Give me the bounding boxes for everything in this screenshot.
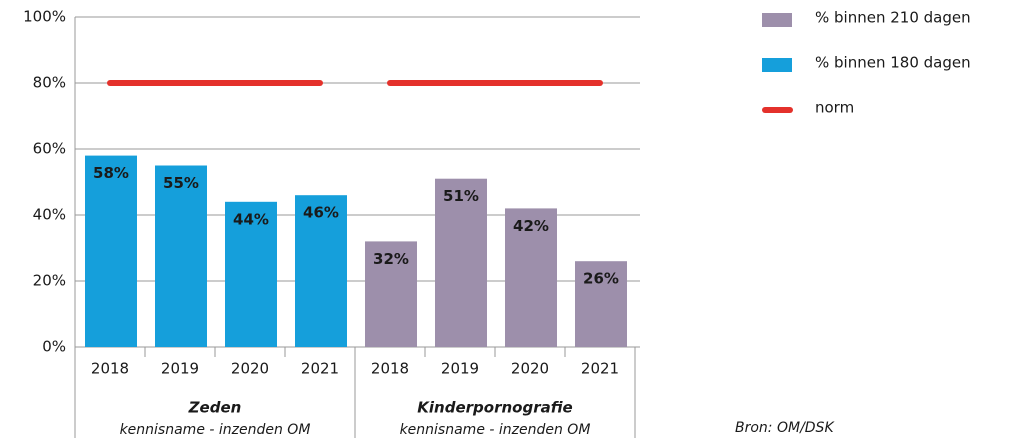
x-tick-label: 2019 [441, 360, 479, 378]
y-tick-label: 80% [33, 74, 66, 92]
x-tick-label: 2020 [231, 360, 269, 378]
bar [435, 178, 487, 347]
legend-swatch [762, 13, 792, 27]
value-label: 55% [163, 174, 199, 192]
x-tick-label: 2018 [91, 360, 129, 378]
group-note: kennisname - inzenden OM [400, 422, 591, 438]
group-label: Kinderpornografie [417, 399, 572, 417]
value-label: 32% [373, 250, 409, 268]
x-tick-label: 2019 [161, 360, 199, 378]
value-label: 46% [303, 204, 339, 222]
bar [365, 241, 417, 347]
bar [575, 261, 627, 347]
x-tick-label: 2018 [371, 360, 409, 378]
source: Bron: OM/DSK [735, 420, 835, 436]
bar [225, 201, 277, 347]
value-label: 51% [443, 187, 479, 205]
legend-label: norm [815, 99, 854, 117]
legend-label: % binnen 210 dagen [815, 9, 971, 27]
y-tick-label: 0% [42, 338, 66, 356]
value-label: 58% [93, 164, 129, 182]
y-tick-label: 100% [23, 8, 66, 26]
x-tick-label: 2020 [511, 360, 549, 378]
value-label: 44% [233, 210, 269, 228]
x-tick-label: 2021 [581, 360, 619, 378]
legend-swatch [762, 58, 792, 72]
x-tick-label: 2021 [301, 360, 339, 378]
y-tick-label: 20% [33, 272, 66, 290]
value-label: 26% [583, 270, 619, 288]
bar [155, 165, 207, 347]
bar [505, 208, 557, 347]
y-tick-label: 40% [33, 206, 66, 224]
y-tick-label: 60% [33, 140, 66, 158]
value-label: 42% [513, 217, 549, 235]
bar [85, 155, 137, 347]
group-note: kennisname - inzenden OM [120, 422, 311, 438]
legend-label: % binnen 180 dagen [815, 54, 971, 72]
group-label: Zeden [188, 399, 242, 417]
bar [295, 195, 347, 347]
